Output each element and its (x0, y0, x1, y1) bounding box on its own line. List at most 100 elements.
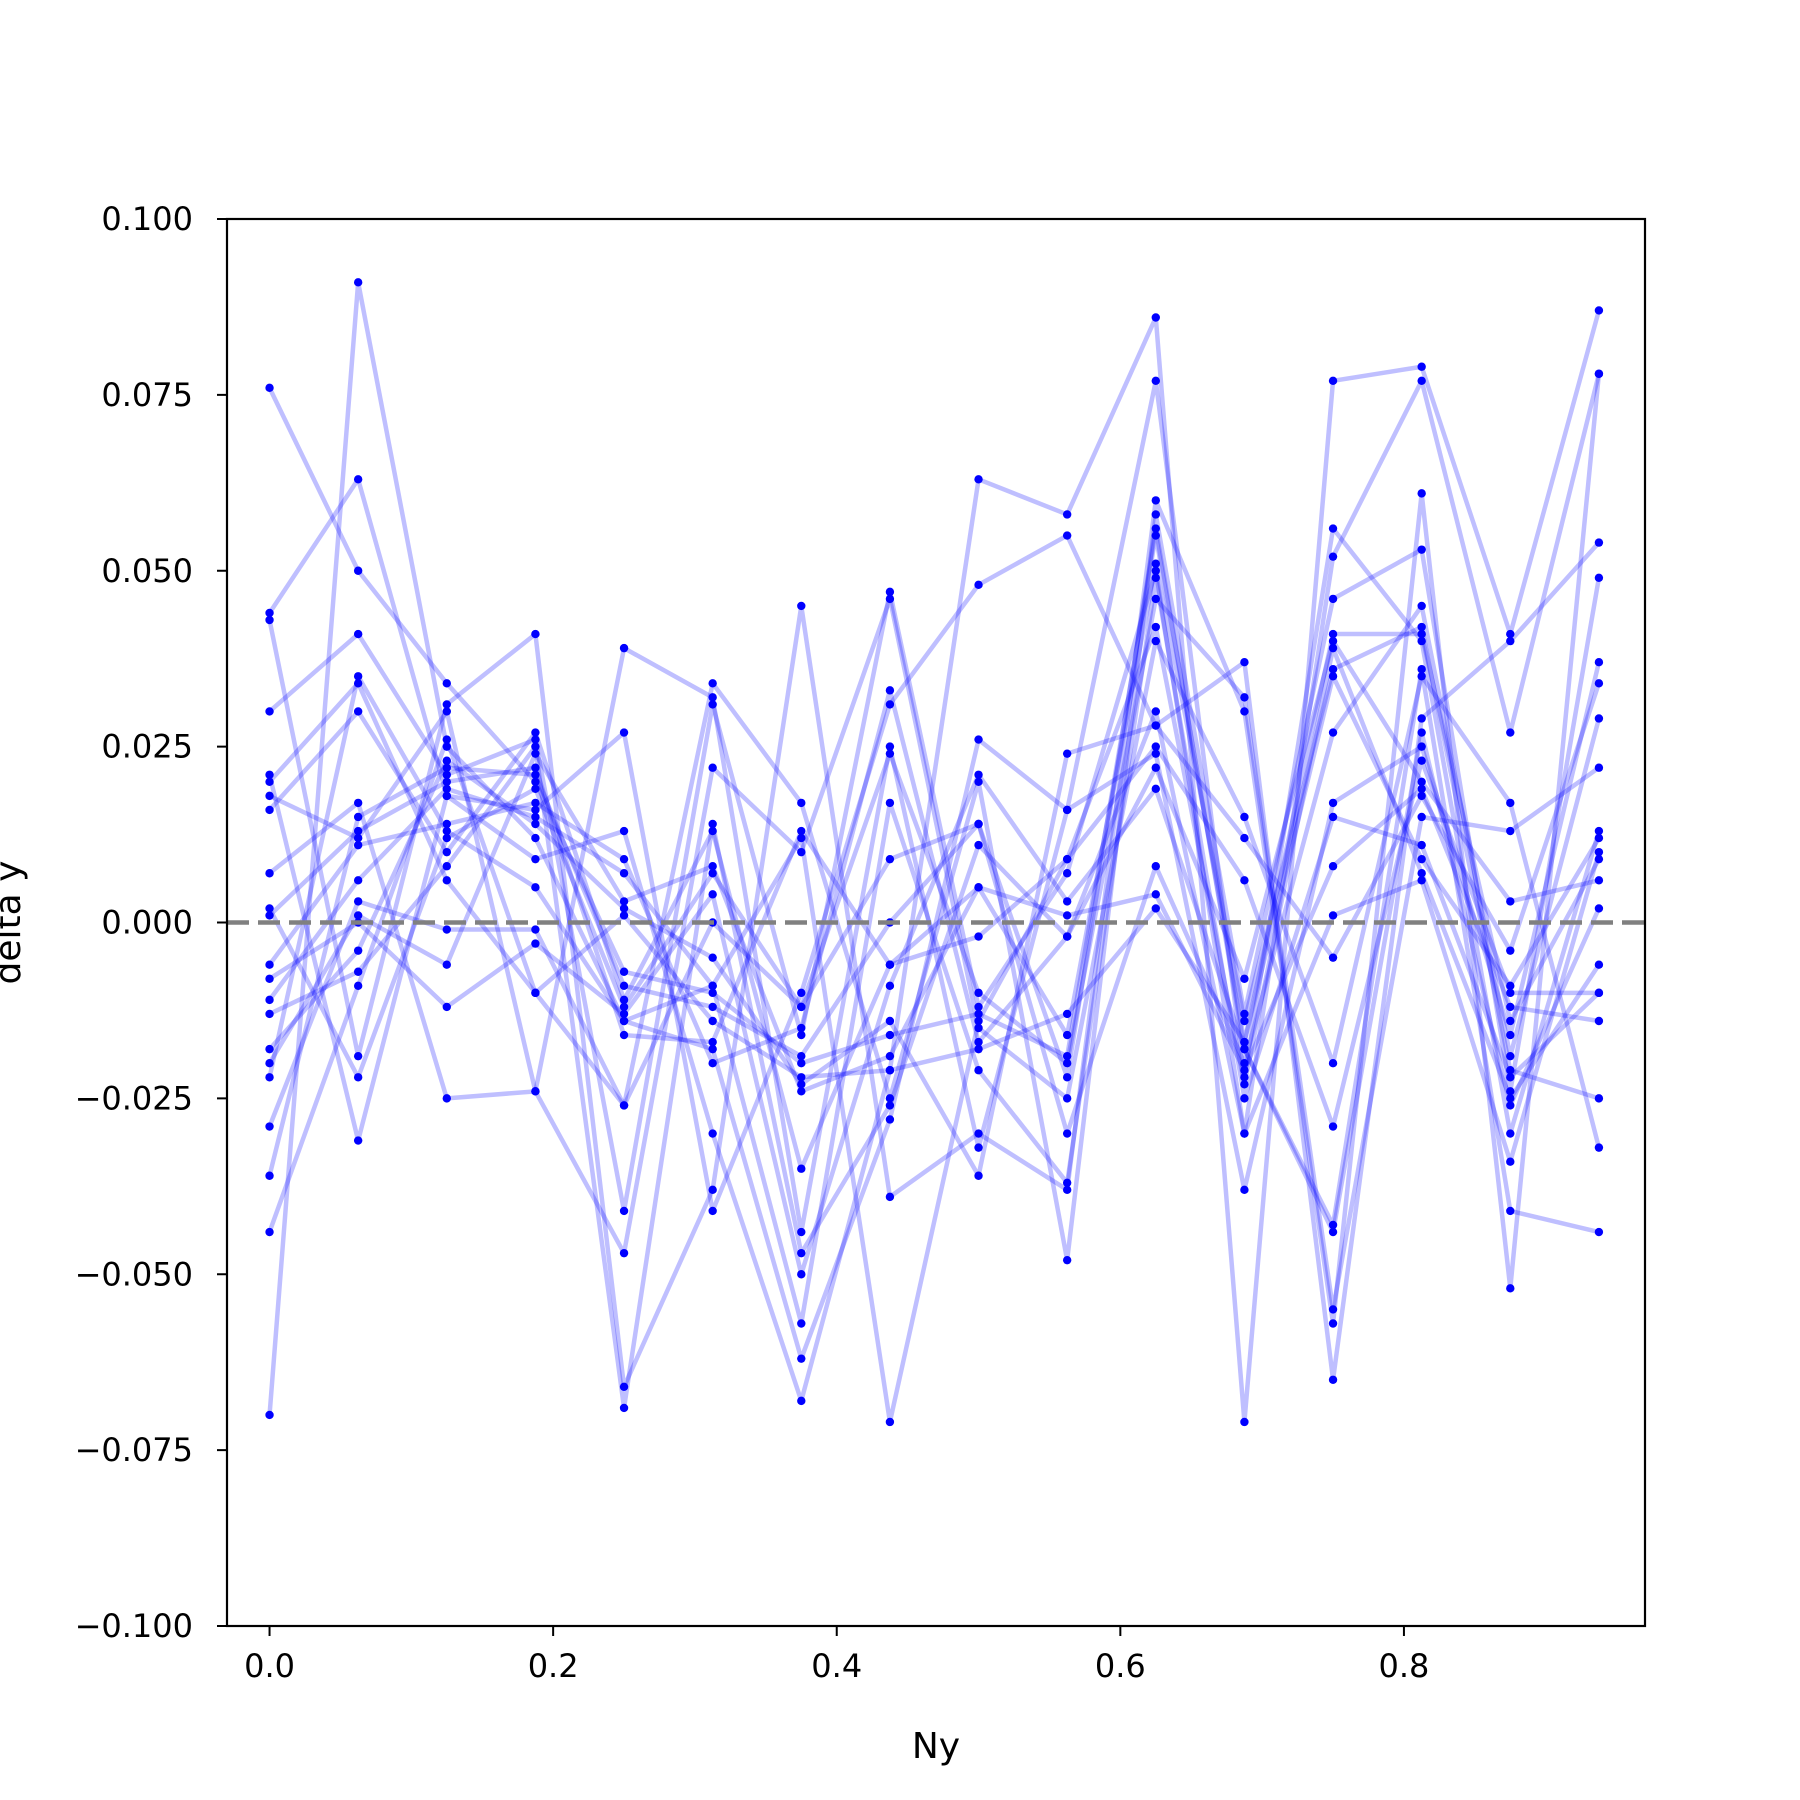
series-line-21 (267, 526, 1601, 1235)
data-point (531, 883, 540, 892)
data-point (1506, 1101, 1515, 1110)
data-point (442, 700, 451, 709)
data-point (974, 1023, 983, 1033)
data-point (1062, 897, 1072, 906)
data-point (1062, 1009, 1072, 1019)
data-point (1417, 777, 1426, 786)
data-point (797, 1270, 806, 1279)
data-point (1240, 658, 1249, 667)
data-point (974, 1037, 983, 1047)
data-point (1417, 728, 1426, 737)
data-point (1594, 573, 1604, 582)
data-point (1328, 1375, 1338, 1384)
data-point (708, 1059, 717, 1068)
data-point (1240, 1094, 1249, 1103)
data-point (1328, 812, 1338, 822)
data-point (265, 707, 274, 716)
data-point (1417, 362, 1426, 371)
data-point (1151, 784, 1160, 794)
data-point (265, 770, 274, 779)
data-point (1062, 1051, 1072, 1061)
data-point (1417, 742, 1426, 751)
data-point (1062, 1185, 1072, 1195)
data-point (442, 862, 451, 871)
data-point (885, 587, 895, 597)
data-point (1240, 1009, 1249, 1019)
data-point (1151, 622, 1160, 632)
data-point (265, 791, 274, 801)
series-layer (267, 280, 1602, 1425)
data-point (1417, 636, 1426, 646)
data-point (531, 798, 540, 808)
data-point (1417, 876, 1426, 885)
series-line-9 (267, 561, 1600, 1171)
data-point (265, 1059, 274, 1068)
series-line-10 (268, 645, 1602, 1235)
data-point (1062, 531, 1072, 540)
data-point (353, 812, 363, 822)
data-point (531, 735, 540, 744)
data-point (1417, 672, 1426, 681)
data-point (619, 897, 629, 906)
data-point (974, 819, 983, 829)
data-point (353, 566, 363, 575)
data-point (708, 1206, 717, 1216)
data-point (531, 833, 540, 843)
data-point (974, 735, 983, 744)
data-point (1594, 1227, 1604, 1237)
data-point (797, 1073, 806, 1082)
data-point (1328, 665, 1338, 674)
data-point (1240, 974, 1249, 983)
data-point (1506, 728, 1515, 737)
data-point (1240, 1044, 1249, 1054)
data-point (708, 981, 717, 991)
series-line-15 (267, 575, 1601, 1326)
data-point (708, 1185, 717, 1195)
data-point (442, 735, 451, 744)
data-point (1594, 854, 1604, 864)
x-axis-label: Ny (912, 1726, 960, 1767)
data-point (708, 1129, 717, 1138)
data-point (885, 1101, 895, 1110)
data-point (1240, 1037, 1249, 1047)
data-point (1328, 862, 1338, 871)
data-point (1417, 812, 1426, 822)
data-point (1417, 869, 1426, 878)
series-line-18 (267, 751, 1600, 1094)
series-line-6 (267, 533, 1601, 1383)
data-point (353, 278, 363, 287)
data-point (531, 819, 540, 829)
data-point (619, 995, 629, 1005)
data-point (885, 854, 895, 864)
data-point (708, 1002, 717, 1012)
data-point (619, 1016, 629, 1026)
data-point (1417, 854, 1426, 864)
data-point (1594, 714, 1604, 723)
data-point (708, 679, 717, 688)
data-point (885, 798, 895, 808)
data-point (1062, 1255, 1072, 1265)
data-point (974, 580, 983, 590)
data-point (974, 1143, 983, 1152)
y-tick-label: −0.025 (75, 1079, 193, 1117)
x-tick-label: 0.0 (244, 1647, 295, 1685)
data-point (1062, 1178, 1072, 1187)
data-point (797, 988, 806, 998)
data-point (974, 1129, 983, 1138)
data-point (974, 1009, 983, 1019)
data-point (797, 833, 806, 843)
data-point (974, 1171, 983, 1180)
data-point (797, 1002, 806, 1012)
data-point (797, 1164, 806, 1173)
data-point (797, 1080, 806, 1089)
data-point (265, 777, 274, 786)
data-point (265, 974, 274, 983)
y-tick-label: 0.100 (101, 200, 193, 238)
marker-layer (265, 278, 1604, 1427)
data-point (1594, 1143, 1604, 1152)
data-point (708, 1044, 717, 1054)
data-point (1240, 1185, 1249, 1195)
data-point (442, 925, 451, 934)
data-point (797, 1030, 806, 1040)
